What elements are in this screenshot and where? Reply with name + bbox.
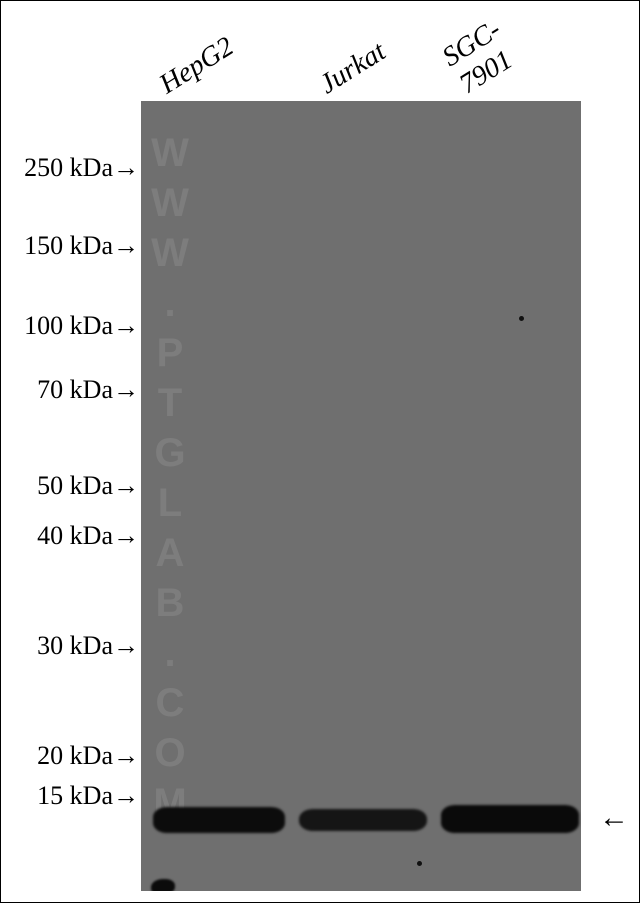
watermark-text: WWW.PTGLAB.COM xyxy=(147,131,192,831)
mw-15kda: 15 kDa→ xyxy=(0,781,139,811)
artifact-smudge xyxy=(151,879,175,891)
molecular-weight-markers: 250 kDa→ 150 kDa→ 100 kDa→ 70 kDa→ 50 kD… xyxy=(1,101,141,861)
lane-label-hepg2: HepG2 xyxy=(154,31,240,101)
western-blot-membrane: WWW.PTGLAB.COM xyxy=(141,101,581,891)
mw-150kda: 150 kDa→ xyxy=(0,231,139,261)
target-band-arrow-icon: ← xyxy=(599,801,629,835)
lane-label-jurkat: Jurkat xyxy=(314,36,392,101)
band-lane-2 xyxy=(299,809,427,831)
mw-50kda: 50 kDa→ xyxy=(0,471,139,501)
mw-40kda: 40 kDa→ xyxy=(0,521,139,551)
lane-labels-row: HepG2 Jurkat SGC-7901 xyxy=(141,11,581,101)
mw-30kda: 30 kDa→ xyxy=(0,631,139,661)
artifact-dot-1 xyxy=(519,316,524,321)
band-lane-1 xyxy=(153,807,285,833)
artifact-dot-2 xyxy=(417,861,422,866)
band-lane-3 xyxy=(441,805,579,833)
mw-100kda: 100 kDa→ xyxy=(0,311,139,341)
mw-20kda: 20 kDa→ xyxy=(0,741,139,771)
mw-70kda: 70 kDa→ xyxy=(0,375,139,405)
figure-container: HepG2 Jurkat SGC-7901 250 kDa→ 150 kDa→ … xyxy=(0,0,640,903)
lane-label-sgc7901: SGC-7901 xyxy=(437,0,564,101)
mw-250kda: 250 kDa→ xyxy=(0,153,139,183)
